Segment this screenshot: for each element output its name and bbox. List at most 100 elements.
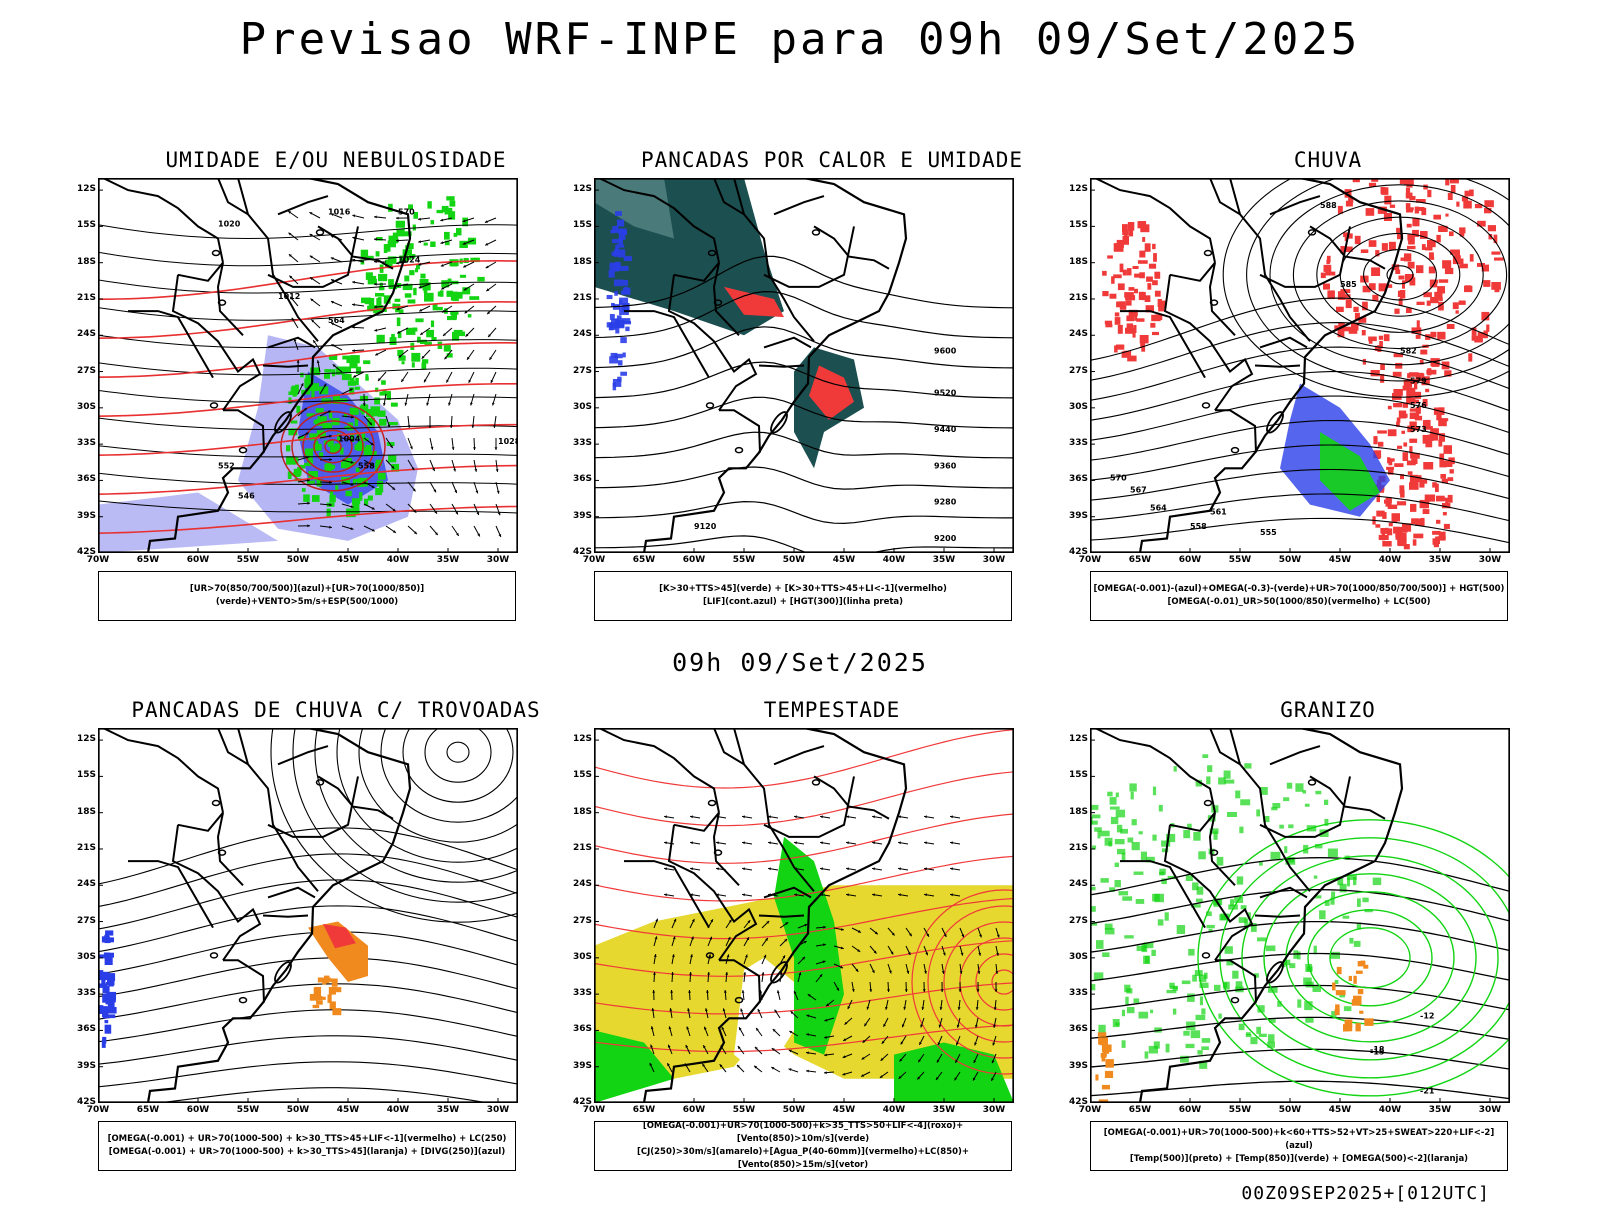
temp850-contour (1362, 898, 1368, 903)
temp850-contour (1153, 787, 1156, 796)
temp850-contour (1246, 1032, 1251, 1035)
lif-contour (624, 256, 632, 261)
lif-contour (612, 226, 618, 231)
lat-tick-label: 12S (562, 184, 592, 194)
lat-tick-label: 27S (1058, 366, 1088, 376)
temp850-contour (1122, 1040, 1126, 1048)
rain-area (1423, 462, 1433, 470)
rain-area (1393, 372, 1402, 377)
rain-area (1138, 221, 1147, 228)
rain-area (1394, 309, 1399, 314)
country-border (278, 746, 328, 764)
isohypse-850 (594, 730, 1014, 788)
rain-area (1403, 386, 1408, 391)
streamline (403, 728, 513, 802)
lif-contour (613, 383, 617, 391)
lif-contour (618, 360, 623, 365)
rain-area (1377, 430, 1387, 433)
temp850-contour (1207, 765, 1212, 772)
temp850-contour (1137, 946, 1146, 951)
country-border (1095, 178, 1215, 263)
lon-tick-label: 45W (1329, 555, 1351, 565)
lat-tick-label: 18S (562, 257, 592, 267)
rain-area (1123, 270, 1127, 276)
country-border (218, 263, 243, 336)
legend-line: [OMEGA(-0.01)_UR>50(1000/850)(vermelho) … (1091, 596, 1507, 609)
rain-area (1142, 237, 1145, 242)
streamline (98, 1062, 518, 1087)
rain-area (1115, 312, 1120, 316)
temp850-contour (1161, 841, 1170, 847)
rain-area (1373, 436, 1377, 444)
lake-outline (1232, 448, 1239, 453)
temp850-contour (1239, 917, 1247, 923)
country-border (1260, 338, 1307, 348)
lake-outline (240, 448, 247, 453)
low-humidity-patch (317, 416, 326, 421)
divergence-area (109, 1000, 116, 1003)
low-humidity-patch (444, 345, 451, 352)
temp850-contour (1201, 1046, 1209, 1050)
temp850-contour (1319, 910, 1326, 919)
temp850-contour (1192, 975, 1197, 982)
low-humidity-patch (392, 304, 395, 310)
low-humidity-patch (446, 196, 454, 200)
lat-tick-label: 15S (1058, 770, 1088, 780)
low-humidity-patch (395, 299, 401, 302)
lat-tick-label: 21S (1058, 293, 1088, 303)
rain-area (1486, 325, 1489, 332)
temp850-contour (1183, 830, 1190, 838)
rain-area (1423, 509, 1430, 514)
omega-area (1105, 1059, 1114, 1068)
low-humidity-patch (413, 288, 416, 295)
rain-area (1150, 323, 1155, 328)
temp850-contour (1139, 1012, 1149, 1019)
rain-area (1395, 270, 1400, 274)
rain-area (1159, 301, 1165, 309)
temp850-contour (1173, 1009, 1176, 1015)
low-humidity-patch (375, 488, 382, 495)
lat-tick-label: 24S (562, 879, 592, 889)
lat-tick-label: 15S (1058, 220, 1088, 230)
country-border (128, 861, 213, 928)
rain-area (1406, 308, 1412, 313)
contour-label: 561 (1210, 507, 1227, 516)
rain-area (1403, 452, 1409, 461)
temp850-contour (1165, 912, 1169, 920)
divergence-area (105, 1025, 112, 1034)
lif-contour (615, 211, 622, 216)
divergence-area (104, 1012, 108, 1018)
low-humidity-patch (430, 242, 435, 248)
contour-label: 546 (238, 492, 255, 501)
contour-label: 1020 (218, 219, 241, 228)
lif-contour (614, 249, 618, 257)
streamline (293, 728, 518, 902)
lat-tick-label: 12S (1058, 734, 1088, 744)
lat-tick-label: 30S (562, 952, 592, 962)
streamline (359, 728, 518, 842)
temp850-contour (1235, 791, 1240, 799)
rain-area (1484, 200, 1494, 207)
low-humidity-patch (431, 321, 434, 328)
country-border (1270, 746, 1320, 764)
contour-label: 570 (1110, 473, 1127, 482)
temp850-contour (1330, 952, 1340, 959)
temp850-contour (1202, 754, 1208, 758)
country-border (764, 338, 811, 348)
low-humidity-patch (415, 318, 423, 322)
rain-area (1438, 418, 1447, 426)
temp850-contour (1204, 973, 1208, 979)
rain-area (1138, 260, 1148, 264)
rain-area (1448, 477, 1454, 481)
rain-area (1384, 196, 1391, 205)
temp850-contour (1207, 925, 1215, 928)
panel-legend: [OMEGA(-0.001)+UR>70(1000-500)+k>35_TTS>… (594, 1121, 1012, 1171)
panel-legend: [OMEGA(-0.001) + UR>70(1000-500) + k>30_… (98, 1121, 516, 1171)
low-humidity-patch (293, 393, 297, 397)
rain-area (1439, 279, 1449, 283)
